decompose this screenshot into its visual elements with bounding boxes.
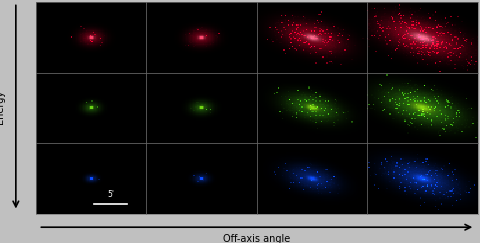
Text: 5': 5' bbox=[107, 190, 114, 199]
Text: Energy: Energy bbox=[0, 90, 5, 124]
Text: Off-axis angle: Off-axis angle bbox=[223, 234, 290, 243]
